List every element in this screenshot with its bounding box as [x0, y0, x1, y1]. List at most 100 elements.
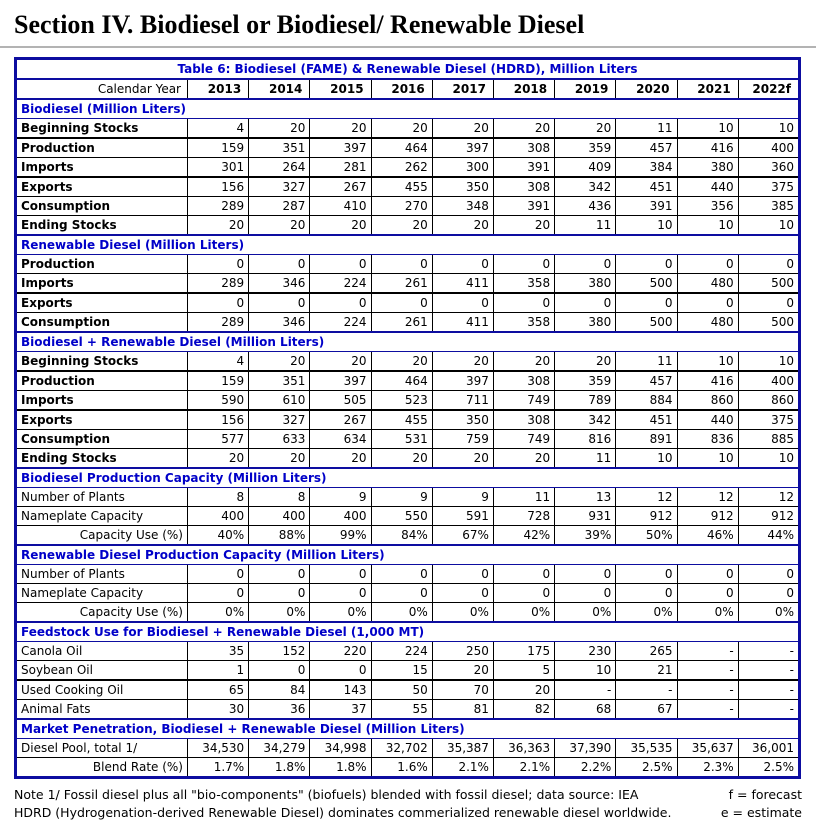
- calendar-year-label: Calendar Year: [15, 79, 188, 99]
- value-cell: 1.6%: [370, 757, 433, 778]
- value-cell: 0: [309, 564, 372, 584]
- value-cell: 346: [248, 273, 311, 294]
- value-cell: 88%: [248, 525, 311, 546]
- value-cell: 0: [737, 583, 801, 603]
- value-cell: 380: [554, 273, 617, 294]
- value-cell: 749: [492, 429, 556, 449]
- value-cell: 10: [676, 118, 739, 139]
- value-cell: 1.7%: [186, 757, 250, 778]
- value-cell: 0: [431, 292, 494, 313]
- value-cell: 0: [737, 292, 801, 313]
- value-cell: 633: [248, 429, 311, 449]
- value-cell: 11: [554, 448, 617, 469]
- value-cell: 152: [248, 641, 311, 661]
- value-cell: 10: [676, 351, 739, 372]
- year-header: 2020: [615, 78, 678, 100]
- value-cell: 464: [370, 370, 433, 391]
- value-cell: 281: [309, 157, 372, 178]
- value-cell: 20: [248, 118, 311, 139]
- year-header: 2018: [492, 78, 556, 100]
- value-cell: 308: [492, 409, 556, 430]
- value-cell: 0%: [737, 602, 801, 623]
- value-cell: 359: [554, 370, 617, 391]
- value-cell: 0: [676, 254, 739, 274]
- value-cell: 289: [186, 196, 250, 216]
- value-cell: 358: [492, 312, 556, 333]
- value-cell: 457: [615, 370, 678, 391]
- table-row: Capacity Use (%) 40% 88% 99% 84% 67% 42% 39% 50%…: [15, 525, 801, 546]
- value-cell: 590: [186, 390, 250, 411]
- row-label: Imports: [15, 157, 188, 178]
- value-cell: 0: [554, 583, 617, 603]
- value-cell: 2.5%: [737, 757, 801, 778]
- value-cell: 0: [615, 292, 678, 313]
- table-row: Soybean Oil 1 0 0 15 20 5 10 21- -: [15, 660, 801, 681]
- table-row: Imports 590 610 505 523 711 749 789 884 860 860: [15, 390, 801, 411]
- value-cell: 21: [615, 660, 678, 681]
- value-cell: 397: [309, 137, 372, 158]
- table-title: Table 6: Biodiesel (FAME) & Renewable Di…: [15, 58, 800, 80]
- footnote-2-text: HDRD (Hydrogenation-derived Renewable Di…: [14, 805, 672, 820]
- table-row: Used Cooking Oil 65 84 143 50 70 20- - - -: [15, 679, 801, 700]
- value-cell: 175: [492, 641, 556, 661]
- value-cell: 0: [309, 292, 372, 313]
- table-row: Exports 156 327 267 455 350 308 342 451 440 375: [15, 176, 801, 197]
- value-cell: 610: [248, 390, 311, 411]
- value-cell: 262: [370, 157, 433, 178]
- page-title: Section IV. Biodiesel or Biodiesel/ Rene…: [14, 10, 585, 39]
- row-label: Canola Oil: [15, 641, 188, 661]
- value-cell: 20: [370, 215, 433, 236]
- value-cell: 230: [554, 641, 617, 661]
- value-cell: 37,390: [554, 738, 617, 758]
- year-header: 2014: [248, 78, 311, 100]
- table-row: Number of Plants 0 0 0 0 0 0 0 0 0 0: [15, 564, 801, 584]
- value-cell: 20: [554, 351, 617, 372]
- table-row: Production 159 351 397 464 397 308 359 457 416 400: [15, 370, 801, 391]
- value-cell: 9: [370, 487, 433, 507]
- section-header-row: Biodiesel (Million Liters): [15, 98, 800, 119]
- value-cell: 10: [737, 118, 801, 139]
- row-label: Soybean Oil: [15, 660, 188, 681]
- value-cell: -: [554, 679, 617, 700]
- value-cell: 0: [309, 660, 372, 681]
- value-cell: 1.8%: [248, 757, 311, 778]
- table-row: Nameplate Capacity 400 400 400 550 591 728 931 9…: [15, 506, 801, 526]
- value-cell: 416: [676, 137, 739, 158]
- value-cell: -: [737, 641, 801, 661]
- value-cell: 749: [492, 390, 556, 411]
- value-cell: 20: [370, 351, 433, 372]
- value-cell: 912: [676, 506, 739, 526]
- value-cell: 308: [492, 137, 556, 158]
- row-label: Used Cooking Oil: [15, 679, 188, 700]
- value-cell: 2.1%: [431, 757, 494, 778]
- value-cell: 0: [676, 583, 739, 603]
- value-cell: 0%: [370, 602, 433, 623]
- table-body: Table 6: Biodiesel (FAME) & Renewable Di…: [15, 58, 801, 778]
- value-cell: 860: [676, 390, 739, 411]
- value-cell: 10: [554, 660, 617, 681]
- value-cell: 836: [676, 429, 739, 449]
- value-cell: 375: [737, 409, 801, 430]
- value-cell: 35,387: [431, 738, 494, 758]
- value-cell: 759: [431, 429, 494, 449]
- section-header-row: Renewable Diesel Production Capacity (Mi…: [15, 544, 800, 565]
- value-cell: 287: [248, 196, 311, 216]
- table-row: Consumption 577 633 634 531 759 749 816 891 836 88…: [15, 429, 801, 449]
- value-cell: -: [737, 660, 801, 681]
- value-cell: 0: [248, 292, 311, 313]
- value-cell: 860: [737, 390, 801, 411]
- value-cell: 397: [309, 370, 372, 391]
- value-cell: 8: [186, 487, 250, 507]
- footnotes: Note 1/ Fossil diesel plus all "bio-comp…: [14, 786, 804, 822]
- value-cell: 400: [186, 506, 250, 526]
- value-cell: 10: [737, 351, 801, 372]
- value-cell: 457: [615, 137, 678, 158]
- value-cell: 67%: [431, 525, 494, 546]
- value-cell: 711: [431, 390, 494, 411]
- value-cell: 270: [370, 196, 433, 216]
- row-label: Exports: [15, 176, 188, 197]
- value-cell: 35,637: [676, 738, 739, 758]
- value-cell: 10: [676, 448, 739, 469]
- value-cell: 0: [492, 564, 556, 584]
- value-cell: 0: [248, 564, 311, 584]
